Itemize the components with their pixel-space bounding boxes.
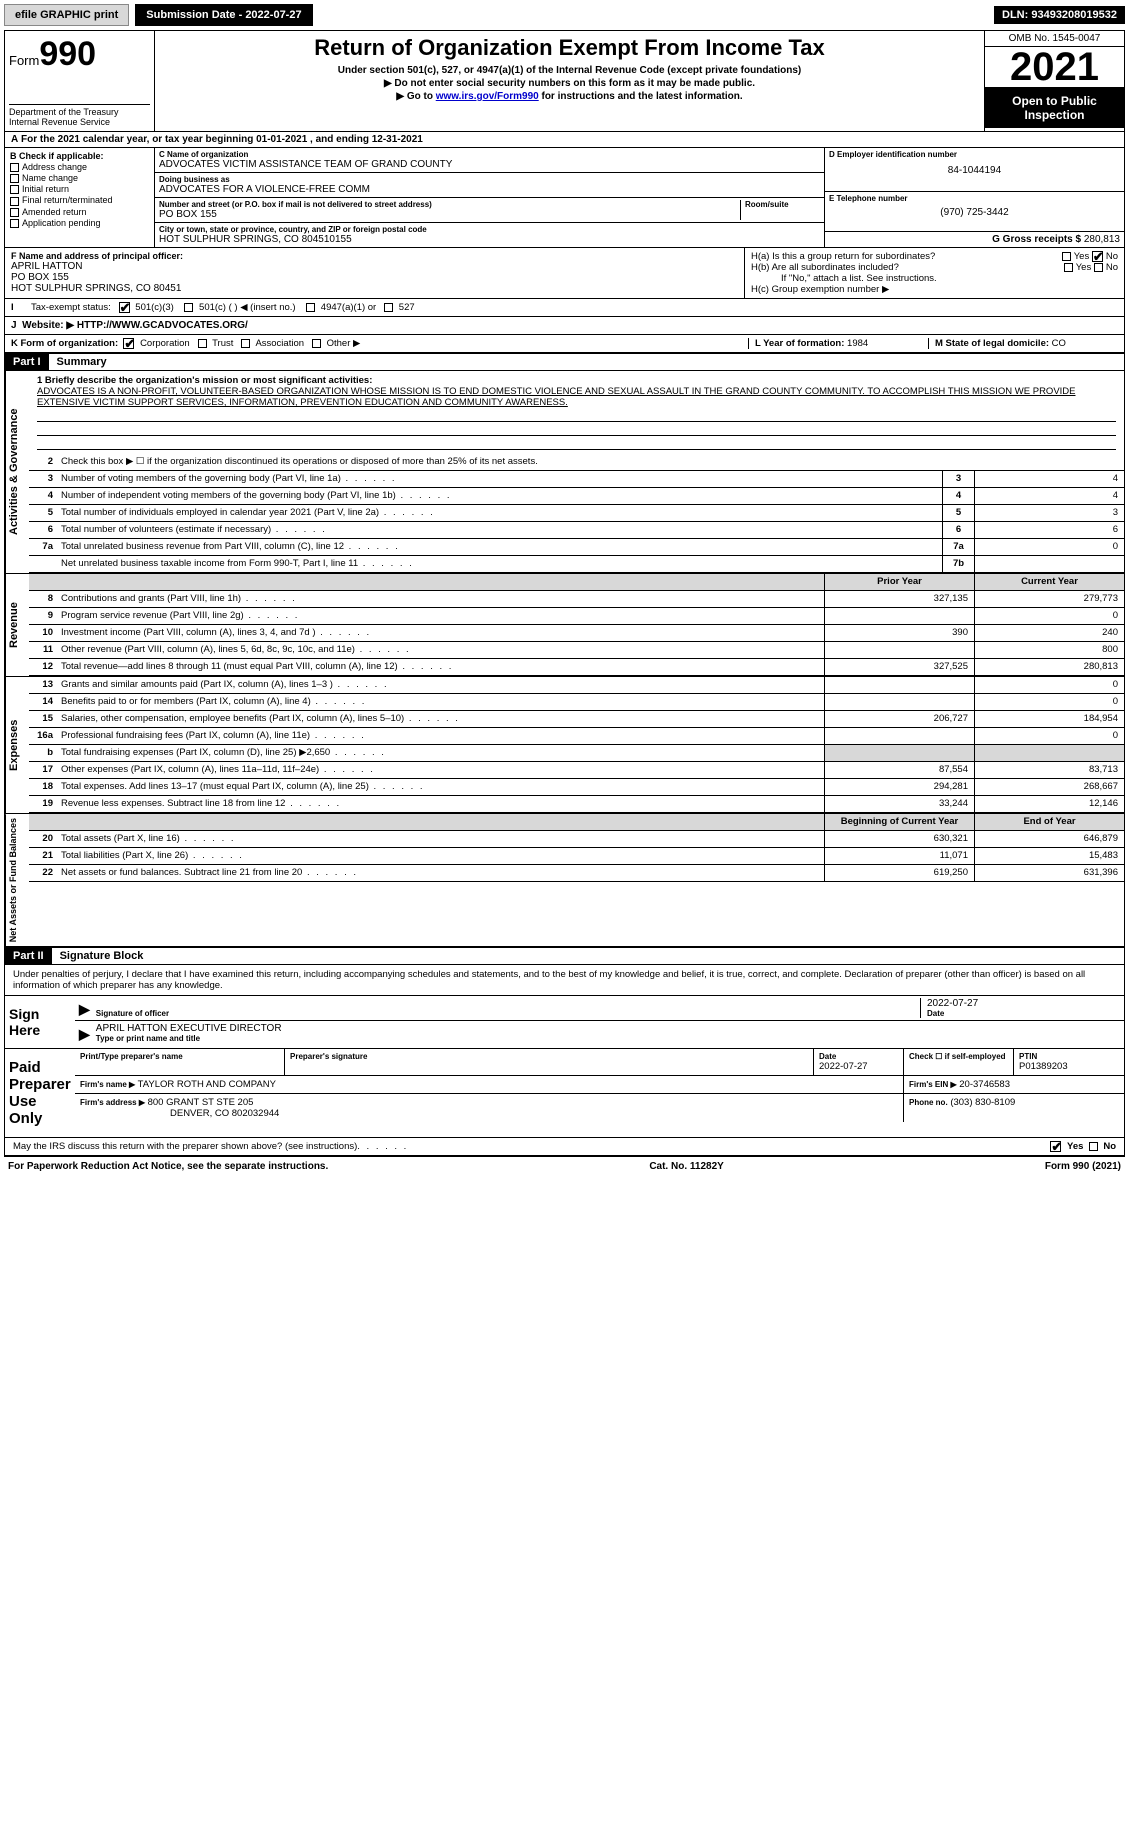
section-b: B Check if applicable: Address change Na… xyxy=(5,148,155,247)
side-revenue: Revenue xyxy=(5,574,29,676)
submission-date-btn[interactable]: Submission Date - 2022-07-27 xyxy=(135,4,312,26)
dept-treasury: Department of the Treasury xyxy=(9,107,150,117)
gross-receipts: 280,813 xyxy=(1084,234,1120,245)
arrow-icon: ▶ xyxy=(79,1001,90,1018)
table-row: 5Total number of individuals employed in… xyxy=(29,505,1124,522)
form-container: Form990 Department of the Treasury Inter… xyxy=(4,30,1125,1157)
form-number: 990 xyxy=(39,35,96,73)
efile-label: efile GRAPHIC print xyxy=(4,4,129,26)
open-to-public: Open to Public Inspection xyxy=(985,88,1124,128)
mission-text: ADVOCATES IS A NON-PROFIT, VOLUNTEER-BAS… xyxy=(37,386,1116,408)
arrow-icon: ▶ xyxy=(79,1026,90,1043)
table-row: 11Other revenue (Part VIII, column (A), … xyxy=(29,642,1124,659)
header-sub2: ▶ Do not enter social security numbers o… xyxy=(163,78,976,89)
firm-addr1: 800 GRANT ST STE 205 xyxy=(148,1097,254,1108)
side-net-assets: Net Assets or Fund Balances xyxy=(5,814,29,946)
section-h: H(a) Is this a group return for subordin… xyxy=(744,248,1124,298)
sig-date: 2022-07-27 xyxy=(927,998,1120,1009)
table-row: 19Revenue less expenses. Subtract line 1… xyxy=(29,796,1124,813)
declaration-text: Under penalties of perjury, I declare th… xyxy=(5,965,1124,996)
state-domicile: CO xyxy=(1052,338,1066,349)
f-h-block: F Name and address of principal officer:… xyxy=(5,248,1124,299)
table-row: 21Total liabilities (Part X, line 26)11,… xyxy=(29,848,1124,865)
dln-label: DLN: 93493208019532 xyxy=(994,6,1125,24)
top-bar: efile GRAPHIC print Submission Date - 20… xyxy=(0,0,1129,30)
table-row: 14Benefits paid to or for members (Part … xyxy=(29,694,1124,711)
ptin: P01389203 xyxy=(1019,1061,1119,1072)
net-col-headers: Beginning of Current Year End of Year xyxy=(29,814,1124,831)
rev-col-headers: Prior Year Current Year xyxy=(29,574,1124,591)
corp-check xyxy=(123,338,134,349)
phone: (970) 725-3442 xyxy=(829,203,1120,218)
table-row: Net unrelated business taxable income fr… xyxy=(29,556,1124,573)
table-row: 7aTotal unrelated business revenue from … xyxy=(29,539,1124,556)
sign-here-block: Sign Here ▶ Signature of officer 2022-07… xyxy=(5,996,1124,1049)
table-row: 8Contributions and grants (Part VIII, li… xyxy=(29,591,1124,608)
table-row: bTotal fundraising expenses (Part IX, co… xyxy=(29,745,1124,762)
revenue-section: Revenue Prior Year Current Year 8Contrib… xyxy=(5,574,1124,677)
street-address: PO BOX 155 xyxy=(159,209,740,220)
form-header: Form990 Department of the Treasury Inter… xyxy=(5,31,1124,132)
expenses-section: Expenses 13Grants and similar amounts pa… xyxy=(5,677,1124,814)
irs-link[interactable]: www.irs.gov/Form990 xyxy=(436,91,539,102)
header-right: OMB No. 1545-0047 2021 Open to Public In… xyxy=(984,31,1124,131)
h-a-no-check xyxy=(1092,251,1103,262)
form-id-block: Form990 Department of the Treasury Inter… xyxy=(5,31,155,131)
calendar-year-line: A For the 2021 calendar year, or tax yea… xyxy=(5,132,1124,148)
table-row: 6Total number of volunteers (estimate if… xyxy=(29,522,1124,539)
irs-label: Internal Revenue Service xyxy=(9,117,150,127)
net-assets-section: Net Assets or Fund Balances Beginning of… xyxy=(5,814,1124,947)
table-row: 18Total expenses. Add lines 13–17 (must … xyxy=(29,779,1124,796)
city-state-zip: HOT SULPHUR SPRINGS, CO 804510155 xyxy=(159,234,820,245)
table-row: 13Grants and similar amounts paid (Part … xyxy=(29,677,1124,694)
dba-name: ADVOCATES FOR A VIOLENCE-FREE COMM xyxy=(159,184,820,195)
entity-block: B Check if applicable: Address change Na… xyxy=(5,148,1124,248)
form-title: Return of Organization Exempt From Incom… xyxy=(163,35,976,61)
side-governance: Activities & Governance xyxy=(5,371,29,573)
section-c: C Name of organization ADVOCATES VICTIM … xyxy=(155,148,824,247)
table-row: 12Total revenue—add lines 8 through 11 (… xyxy=(29,659,1124,676)
table-row: 16aProfessional fundraising fees (Part I… xyxy=(29,728,1124,745)
website-url: HTTP://WWW.GCADVOCATES.ORG/ xyxy=(77,320,248,331)
part1-header: Part I Summary xyxy=(5,353,1124,371)
section-deg: D Employer identification number 84-1044… xyxy=(824,148,1124,247)
ein: 84-1044194 xyxy=(829,159,1120,176)
part2-header: Part II Signature Block xyxy=(5,947,1124,965)
officer-name: APRIL HATTON xyxy=(11,261,738,272)
side-expenses: Expenses xyxy=(5,677,29,813)
section-k: K Form of organization: Corporation Trus… xyxy=(5,335,1124,353)
mission-block: 1 Briefly describe the organization's mi… xyxy=(29,371,1124,454)
activities-governance-section: Activities & Governance 1 Briefly descri… xyxy=(5,371,1124,574)
table-row: 9Program service revenue (Part VIII, lin… xyxy=(29,608,1124,625)
table-row: 22Net assets or fund balances. Subtract … xyxy=(29,865,1124,882)
year-formation: 1984 xyxy=(847,338,868,349)
org-name: ADVOCATES VICTIM ASSISTANCE TEAM OF GRAN… xyxy=(159,159,820,170)
table-row: 20Total assets (Part X, line 16)630,3216… xyxy=(29,831,1124,848)
501c3-check xyxy=(119,302,130,313)
section-f: F Name and address of principal officer:… xyxy=(5,248,744,298)
may-irs-yes xyxy=(1050,1141,1061,1152)
page-footer: For Paperwork Reduction Act Notice, see … xyxy=(0,1157,1129,1176)
form-word: Form xyxy=(9,53,39,68)
firm-name: TAYLOR ROTH AND COMPANY xyxy=(138,1079,276,1090)
table-row: 4Number of independent voting members of… xyxy=(29,488,1124,505)
firm-phone: (303) 830-8109 xyxy=(950,1097,1015,1108)
header-title-block: Return of Organization Exempt From Incom… xyxy=(155,31,984,131)
table-row: 3Number of voting members of the governi… xyxy=(29,471,1124,488)
table-row: 17Other expenses (Part IX, column (A), l… xyxy=(29,762,1124,779)
section-i: I Tax-exempt status: 501(c)(3) 501(c) ( … xyxy=(5,299,1124,317)
table-row: 15Salaries, other compensation, employee… xyxy=(29,711,1124,728)
may-irs-row: May the IRS discuss this return with the… xyxy=(5,1138,1124,1156)
firm-ein: 20-3746583 xyxy=(959,1079,1010,1090)
header-sub3: ▶ Go to www.irs.gov/Form990 for instruct… xyxy=(163,91,976,102)
header-sub1: Under section 501(c), 527, or 4947(a)(1)… xyxy=(163,65,976,76)
tax-year: 2021 xyxy=(985,47,1124,88)
officer-name-title: APRIL HATTON EXECUTIVE DIRECTOR xyxy=(96,1023,1120,1034)
table-row: 10Investment income (Part VIII, column (… xyxy=(29,625,1124,642)
paid-preparer-block: Paid Preparer Use Only Print/Type prepar… xyxy=(5,1049,1124,1138)
section-j: J Website: ▶ HTTP://WWW.GCADVOCATES.ORG/ xyxy=(5,317,1124,335)
